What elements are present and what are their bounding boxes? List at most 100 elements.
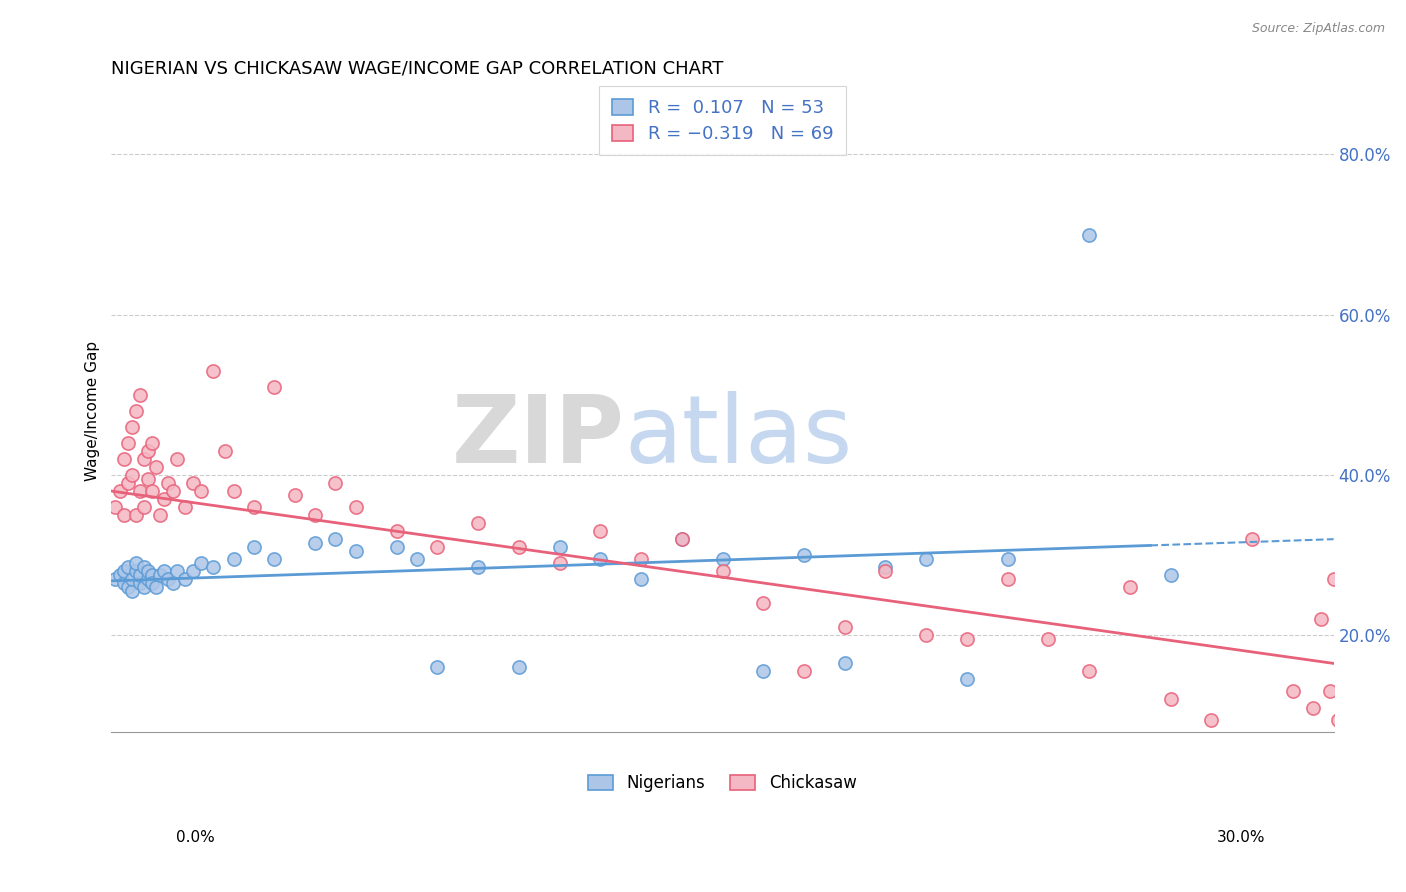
Point (834, 657, 856, 671)
Point (263, 380, 285, 394)
Point (263, 552, 285, 566)
Point (125, 404, 148, 418)
Point (915, 552, 938, 566)
Point (121, 584, 143, 599)
Point (136, 472, 159, 486)
Point (129, 484, 152, 499)
Legend: Nigerians, Chickasaw: Nigerians, Chickasaw (581, 765, 865, 800)
Point (243, 500, 266, 515)
Point (129, 576, 152, 591)
Point (162, 576, 184, 591)
Point (426, 540, 449, 554)
Point (132, 580, 155, 594)
Point (304, 536, 326, 550)
Point (1334, 697, 1357, 711)
Point (202, 364, 225, 378)
Point (141, 484, 163, 499)
Point (141, 436, 163, 450)
Point (117, 476, 139, 491)
Point (875, 564, 897, 578)
Point (589, 552, 612, 566)
Point (1347, 708, 1369, 723)
Point (222, 552, 245, 566)
Point (117, 580, 139, 594)
Point (104, 500, 127, 515)
Point (141, 576, 163, 591)
Point (243, 540, 266, 554)
Point (149, 568, 172, 582)
Point (426, 660, 449, 674)
Point (1310, 612, 1333, 626)
Point (325, 532, 347, 546)
Point (997, 552, 1019, 566)
Point (834, 620, 856, 634)
Point (136, 444, 159, 458)
Point (108, 568, 131, 582)
Point (222, 484, 245, 499)
Point (166, 452, 188, 467)
Point (630, 572, 652, 586)
Text: NIGERIAN VS CHICKASAW WAGE/INCOME GAP CORRELATION CHART: NIGERIAN VS CHICKASAW WAGE/INCOME GAP CO… (111, 60, 724, 78)
Point (711, 564, 734, 578)
Point (1078, 665, 1101, 679)
Text: 30.0%: 30.0% (1218, 830, 1265, 845)
Point (1302, 700, 1324, 714)
Point (157, 476, 180, 491)
Point (325, 476, 347, 491)
Point (630, 552, 652, 566)
Point (112, 564, 135, 578)
Point (793, 548, 815, 562)
Point (117, 560, 139, 574)
Point (548, 556, 571, 570)
Point (117, 436, 139, 450)
Point (108, 484, 131, 499)
Point (202, 560, 225, 574)
Point (136, 564, 159, 578)
Point (129, 388, 152, 402)
Point (793, 665, 815, 679)
Point (136, 572, 159, 586)
Point (711, 552, 734, 566)
Point (181, 564, 204, 578)
Point (181, 476, 204, 491)
Point (1319, 684, 1341, 698)
Point (1343, 676, 1365, 690)
Point (1038, 632, 1060, 647)
Point (752, 596, 775, 610)
Point (121, 468, 143, 483)
Point (125, 564, 148, 578)
Text: ZIP: ZIP (451, 391, 624, 483)
Point (112, 508, 135, 522)
Point (956, 632, 979, 647)
Point (406, 552, 429, 566)
Point (162, 484, 184, 499)
Point (153, 492, 176, 507)
Point (956, 673, 979, 687)
Point (385, 524, 408, 538)
Point (589, 524, 612, 538)
Point (752, 665, 775, 679)
Point (112, 576, 135, 591)
Point (304, 508, 326, 522)
Point (132, 500, 155, 515)
Point (467, 516, 489, 530)
Point (173, 572, 195, 586)
Point (129, 568, 152, 582)
Y-axis label: Wage/Income Gap: Wage/Income Gap (86, 341, 100, 481)
Point (132, 560, 155, 574)
Point (121, 572, 143, 586)
Point (145, 580, 167, 594)
Point (125, 508, 148, 522)
Point (1323, 572, 1346, 586)
Point (875, 560, 897, 574)
Point (121, 420, 143, 434)
Text: Source: ZipAtlas.com: Source: ZipAtlas.com (1251, 22, 1385, 36)
Point (1160, 692, 1182, 706)
Point (149, 508, 172, 522)
Point (1160, 568, 1182, 582)
Point (166, 564, 188, 578)
Point (1201, 713, 1223, 727)
Point (157, 572, 180, 586)
Point (915, 628, 938, 642)
Point (1078, 227, 1101, 242)
